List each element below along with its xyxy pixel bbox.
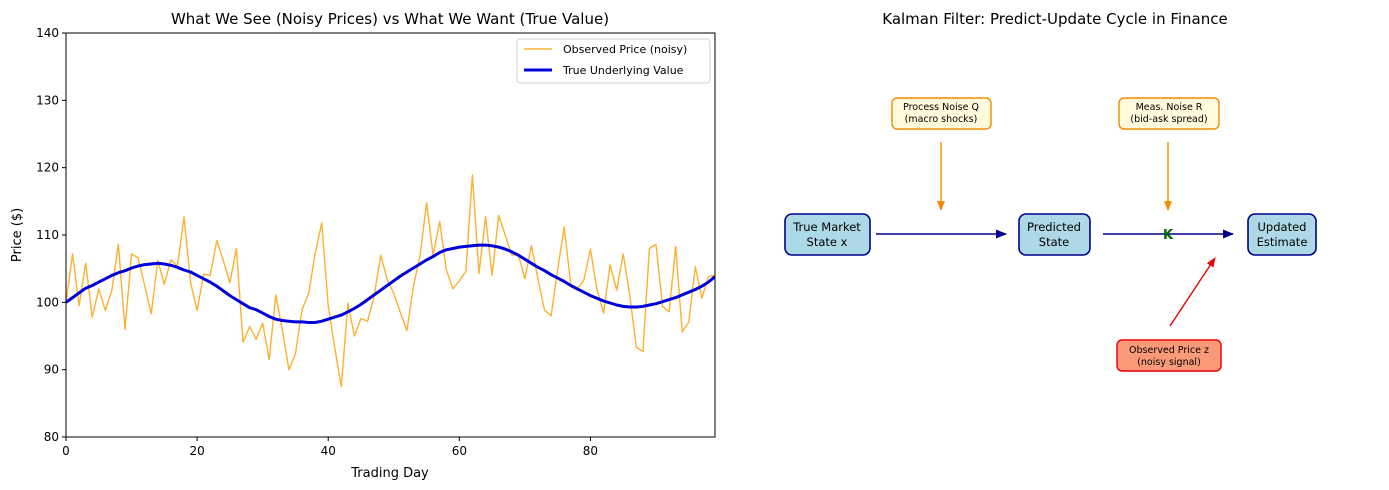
node-updated-estimate-box bbox=[1247, 213, 1317, 256]
x-tick-label: 60 bbox=[452, 444, 467, 458]
node-process-noise: Process Noise Q (macro shocks) bbox=[891, 97, 992, 130]
kalman-gain-label: K bbox=[1163, 228, 1174, 243]
node-observed-price: Observed Price z (noisy signal) bbox=[1116, 339, 1222, 372]
x-tick-label: 80 bbox=[583, 444, 598, 458]
node-predicted-state-line1: Predicted bbox=[1027, 220, 1081, 234]
node-true-state: True Market State x bbox=[784, 213, 871, 256]
node-updated-estimate-line1: Updated bbox=[1258, 220, 1307, 234]
node-predicted-state: Predicted State bbox=[1018, 213, 1091, 256]
y-tick-label: 120 bbox=[36, 161, 59, 175]
y-tick-label: 110 bbox=[36, 228, 59, 242]
kalman-diagram: Kalman Filter: Predict-Update Cycle in F… bbox=[784, 10, 1317, 372]
node-predicted-state-line2: State bbox=[1039, 235, 1069, 249]
plot-area bbox=[65, 32, 716, 438]
legend-frame bbox=[516, 38, 711, 84]
y-tick-label: 100 bbox=[36, 295, 59, 309]
node-true-state-line1: True Market bbox=[792, 220, 861, 234]
price-chart-title: What We See (Noisy Prices) vs What We Wa… bbox=[171, 10, 609, 28]
y-tick-label: 80 bbox=[44, 430, 59, 444]
x-axis-label: Trading Day bbox=[350, 466, 429, 481]
y-tick-label: 130 bbox=[36, 93, 59, 107]
node-observed-price-box bbox=[1116, 339, 1222, 372]
arrow-observed-to-updated bbox=[1169, 257, 1216, 327]
node-updated-estimate-line2: Estimate bbox=[1257, 235, 1308, 249]
x-tick-label: 40 bbox=[321, 444, 336, 458]
node-process-noise-line1: Process Noise Q bbox=[903, 102, 979, 113]
node-observed-price-line2: (noisy signal) bbox=[1137, 357, 1201, 368]
plot-frame bbox=[65, 32, 716, 438]
diagram-title: Kalman Filter: Predict-Update Cycle in F… bbox=[882, 10, 1227, 28]
node-predicted-state-box bbox=[1018, 213, 1091, 256]
x-axis-ticks: 0 20 40 60 80 bbox=[62, 437, 598, 458]
price-chart: What We See (Noisy Prices) vs What We Wa… bbox=[10, 10, 716, 481]
y-tick-label: 140 bbox=[36, 26, 59, 40]
series-layer bbox=[66, 174, 715, 388]
node-process-noise-box bbox=[891, 97, 992, 130]
x-tick-label: 0 bbox=[62, 444, 70, 458]
node-process-noise-line2: (macro shocks) bbox=[905, 114, 978, 125]
node-meas-noise: Meas. Noise R (bid-ask spread) bbox=[1118, 97, 1220, 130]
node-meas-noise-box bbox=[1118, 97, 1220, 130]
node-meas-noise-line2: (bid-ask spread) bbox=[1130, 114, 1207, 125]
node-observed-price-line1: Observed Price z bbox=[1129, 345, 1209, 356]
x-tick-label: 20 bbox=[189, 444, 204, 458]
node-true-state-box bbox=[784, 213, 871, 256]
y-tick-label: 90 bbox=[44, 363, 59, 377]
node-meas-noise-line1: Meas. Noise R bbox=[1136, 102, 1203, 113]
node-true-state-line2: State x bbox=[807, 235, 848, 249]
series-observed-price-line bbox=[66, 174, 715, 388]
node-updated-estimate: Updated Estimate bbox=[1247, 213, 1317, 256]
y-axis-label: Price ($) bbox=[10, 208, 25, 262]
series-true-value-line bbox=[66, 243, 715, 324]
y-axis-ticks: 80 90 100 110 120 130 140 bbox=[36, 26, 66, 444]
legend-label-observed: Observed Price (noisy) bbox=[563, 43, 687, 56]
legend-label-true-value: True Underlying Value bbox=[562, 64, 684, 77]
legend: Observed Price (noisy) True Underlying V… bbox=[516, 38, 711, 84]
